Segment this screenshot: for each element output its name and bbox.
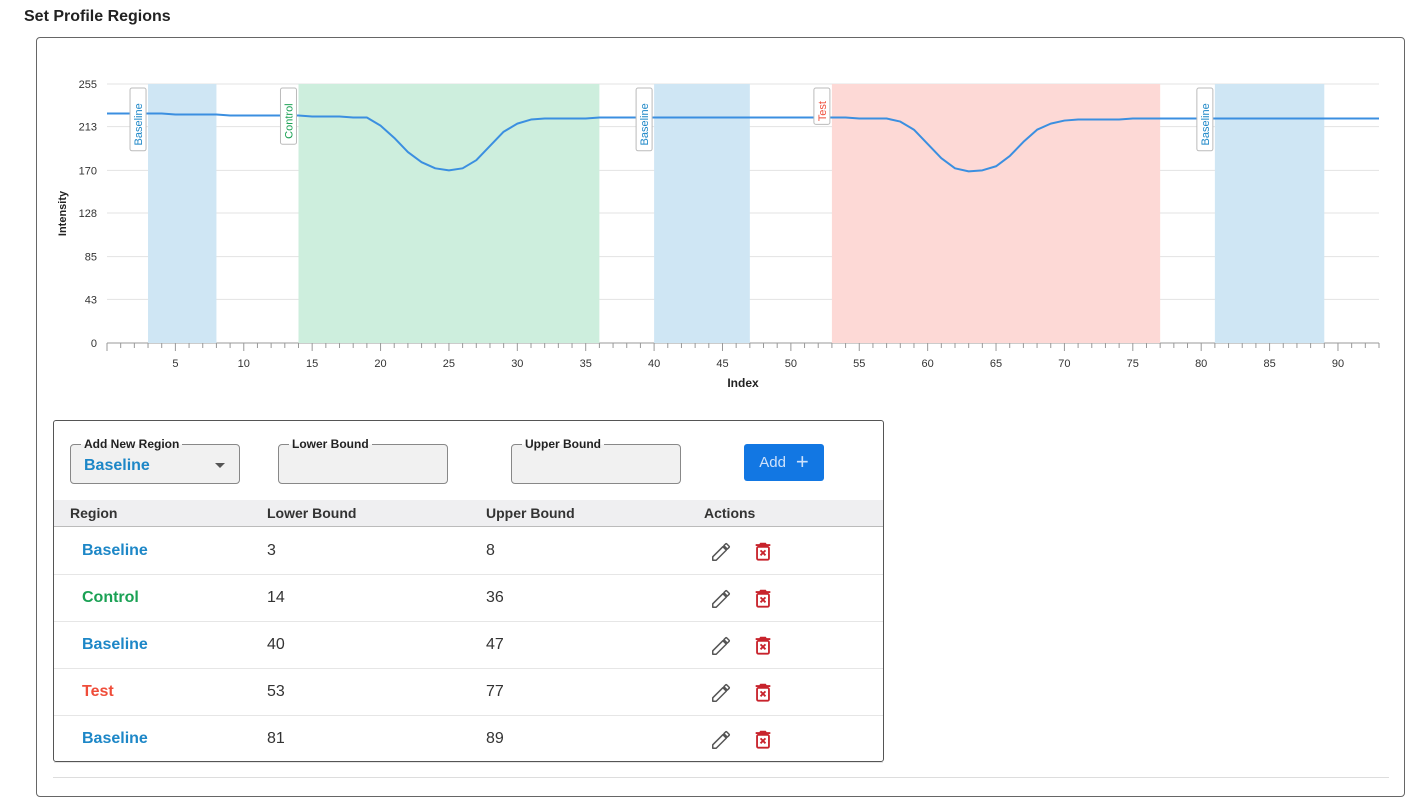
trash-icon[interactable] — [752, 540, 774, 562]
y-tick-label: 213 — [79, 122, 97, 134]
intensity-chart-svg[interactable]: 0 43 85 128 170 213 255 5 10 15 20 25 30 35 40 45 50 55 60… — [37, 38, 1403, 408]
region-tag — [129, 87, 147, 152]
region-tag-label: Baseline — [639, 103, 651, 145]
region-tag-label: Baseline — [1200, 103, 1212, 145]
row-region: Control — [82, 589, 139, 606]
trash-icon[interactable] — [752, 681, 774, 703]
trash-icon[interactable] — [752, 728, 774, 750]
region-tag-label: Baseline — [133, 103, 145, 145]
intensity-chart[interactable]: 0 43 85 128 170 213 255 5 10 15 20 25 30 35 40 45 50 55 60… — [37, 38, 1403, 413]
table-row: Baseline 3 8 — [54, 527, 883, 575]
region-tag-label: Control — [283, 103, 295, 138]
region-tag — [279, 87, 297, 145]
y-tick-label: 255 — [79, 79, 97, 91]
x-tick-label: 55 — [853, 358, 865, 370]
x-tick-label: 10 — [238, 358, 250, 370]
x-tick-label: 70 — [1058, 358, 1070, 370]
lower-bound-input[interactable] — [279, 445, 447, 483]
header-lower-bound: Lower Bound — [267, 505, 357, 521]
row-region: Baseline — [82, 542, 148, 559]
x-tick-label: 50 — [785, 358, 797, 370]
page-title: Set Profile Regions — [24, 8, 171, 25]
y-axis-label: Intensity — [57, 190, 69, 236]
add-new-region-label: Add New Region — [81, 437, 183, 451]
x-tick-label: 35 — [580, 358, 592, 370]
row-lower-bound: 53 — [267, 683, 285, 700]
y-tick-label: 0 — [91, 338, 97, 350]
x-axis-label: Index — [727, 376, 759, 390]
row-lower-bound: 3 — [267, 542, 276, 559]
pencil-icon[interactable] — [710, 729, 732, 751]
trash-icon[interactable] — [752, 634, 774, 656]
x-tick-label: 85 — [1263, 358, 1275, 370]
chevron-down-icon[interactable] — [215, 463, 225, 468]
x-tick-label: 65 — [990, 358, 1002, 370]
region-band — [148, 84, 217, 343]
region-editor-panel: Add New Region Baseline Lower Bound Uppe… — [53, 420, 884, 763]
add-button-label: Add — [759, 454, 786, 471]
header-actions: Actions — [704, 505, 756, 521]
plus-icon: + — [795, 448, 809, 474]
x-tick-label: 80 — [1195, 358, 1207, 370]
regions-table-header: Region Lower Bound Upper Bound Actions — [54, 500, 883, 527]
x-tick-label: 30 — [511, 358, 523, 370]
x-tick-label: 75 — [1127, 358, 1139, 370]
x-tick-label: 60 — [922, 358, 934, 370]
add-new-region-value: Baseline — [84, 457, 150, 474]
region-tag — [813, 87, 831, 125]
divider — [53, 777, 1389, 778]
region-tag — [1196, 87, 1214, 152]
row-region: Baseline — [82, 730, 148, 747]
header-region: Region — [70, 505, 118, 521]
add-region-button[interactable]: Add + — [744, 444, 824, 481]
x-tick-label: 5 — [172, 358, 178, 370]
trash-icon[interactable] — [752, 587, 774, 609]
pencil-icon[interactable] — [710, 541, 732, 563]
row-lower-bound: 14 — [267, 589, 285, 606]
row-upper-bound: 47 — [486, 636, 504, 653]
region-band — [654, 84, 750, 343]
row-upper-bound: 77 — [486, 683, 504, 700]
row-lower-bound: 40 — [267, 636, 285, 653]
y-tick-label: 170 — [79, 165, 97, 177]
lower-bound-field[interactable]: Lower Bound — [278, 437, 448, 484]
x-tick-label: 25 — [443, 358, 455, 370]
pencil-icon[interactable] — [710, 635, 732, 657]
table-row: Test 53 77 — [54, 668, 883, 716]
y-tick-label: 43 — [85, 294, 97, 306]
table-row: Baseline 40 47 — [54, 621, 883, 669]
x-tick-label: 15 — [306, 358, 318, 370]
y-tick-label: 85 — [85, 252, 97, 264]
x-tick-label: 40 — [648, 358, 660, 370]
row-region: Baseline — [82, 636, 148, 653]
add-new-region-select[interactable]: Add New Region Baseline — [70, 437, 240, 484]
row-upper-bound: 89 — [486, 730, 504, 747]
row-upper-bound: 36 — [486, 589, 504, 606]
region-tag-label: Test — [817, 101, 829, 121]
table-row: Baseline 81 89 — [54, 715, 883, 763]
intensity-line — [107, 112, 1379, 173]
pencil-icon[interactable] — [710, 588, 732, 610]
profile-regions-card: 0 43 85 128 170 213 255 5 10 15 20 25 30 35 40 45 50 55 60… — [36, 37, 1405, 797]
y-tick-label: 128 — [79, 208, 97, 220]
x-tick-label: 90 — [1332, 358, 1344, 370]
region-band — [831, 84, 1161, 343]
region-tag — [635, 87, 653, 152]
x-tick-label: 45 — [716, 358, 728, 370]
region-band — [1214, 84, 1325, 343]
x-tick-label: 20 — [374, 358, 386, 370]
pencil-icon[interactable] — [710, 682, 732, 704]
upper-bound-input[interactable] — [512, 445, 680, 483]
upper-bound-field[interactable]: Upper Bound — [511, 437, 681, 484]
header-upper-bound: Upper Bound — [486, 505, 575, 521]
row-lower-bound: 81 — [267, 730, 285, 747]
table-row: Control 14 36 — [54, 574, 883, 622]
row-region: Test — [82, 683, 114, 700]
region-band — [298, 84, 600, 343]
row-upper-bound: 8 — [486, 542, 495, 559]
